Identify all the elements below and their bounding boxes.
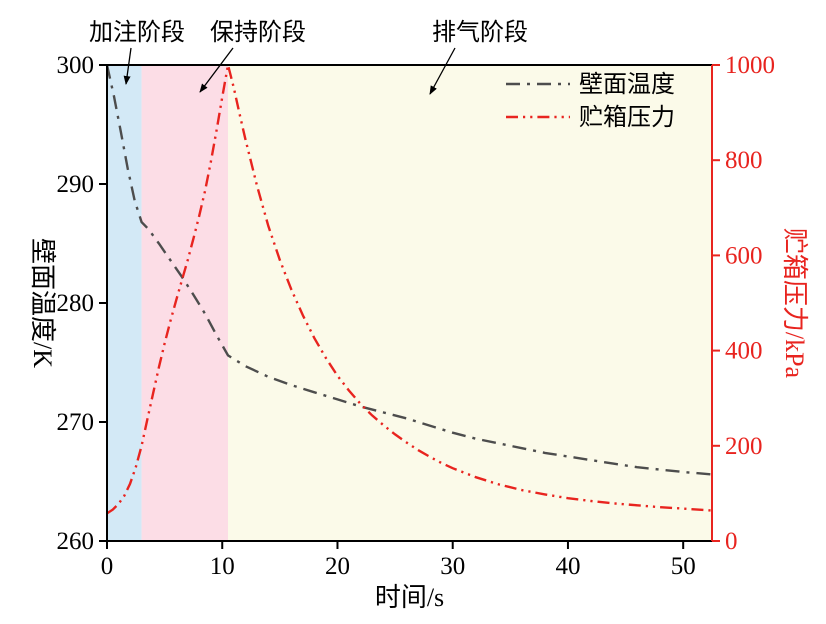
y-right-tick-label: 800 (725, 147, 763, 174)
y-right-tick-label: 400 (725, 338, 763, 365)
phase-region-1 (107, 65, 142, 541)
legend-label-1: 壁面温度 (579, 71, 675, 98)
x-tick-label: 40 (555, 553, 580, 580)
y-right-tick-label: 0 (725, 528, 738, 555)
phase-region-2 (141, 65, 228, 541)
x-tick-label: 20 (325, 553, 350, 580)
annotation-label-3: 排气阶段 (432, 19, 528, 46)
x-tick-label: 50 (671, 553, 696, 580)
x-tick-label: 30 (440, 553, 465, 580)
y-right-tick-label: 200 (725, 433, 763, 460)
legend-label-2: 贮箱压力 (579, 104, 675, 131)
series-line-1 (106, 64, 713, 476)
x-tick-label: 0 (101, 553, 114, 580)
y-right-tick-label: 600 (725, 242, 763, 269)
y-left-tick-label: 270 (57, 409, 95, 436)
y-right-axis-title: 贮箱压力/kPa (780, 228, 809, 379)
annotation-arrow-1 (123, 47, 132, 85)
annotation-arrow-3 (429, 47, 456, 95)
y-left-tick-label: 300 (57, 52, 95, 79)
annotation-label-2: 保持阶段 (210, 19, 306, 46)
y-right-tick-label: 1000 (725, 52, 775, 79)
phase-region-3 (228, 65, 712, 541)
y-left-tick-label: 280 (57, 290, 95, 317)
series-line-2 (106, 64, 713, 515)
annotation-label-1: 加注阶段 (89, 19, 185, 46)
y-left-axis-title: 壁面温度/K (28, 238, 57, 368)
y-left-tick-label: 260 (57, 528, 95, 555)
x-axis-title: 时间/s (375, 583, 444, 612)
axes: 0 10 20 30 40 50 260 270 280 290 300 0 200 400 600 800 1… (57, 52, 776, 580)
phase-annotations: 加注阶段 保持阶段 排气阶段 (89, 19, 528, 95)
y-left-tick-label: 290 (57, 171, 95, 198)
series-lines (106, 64, 713, 515)
x-tick-label: 10 (210, 553, 235, 580)
annotation-arrow-2 (199, 47, 234, 93)
